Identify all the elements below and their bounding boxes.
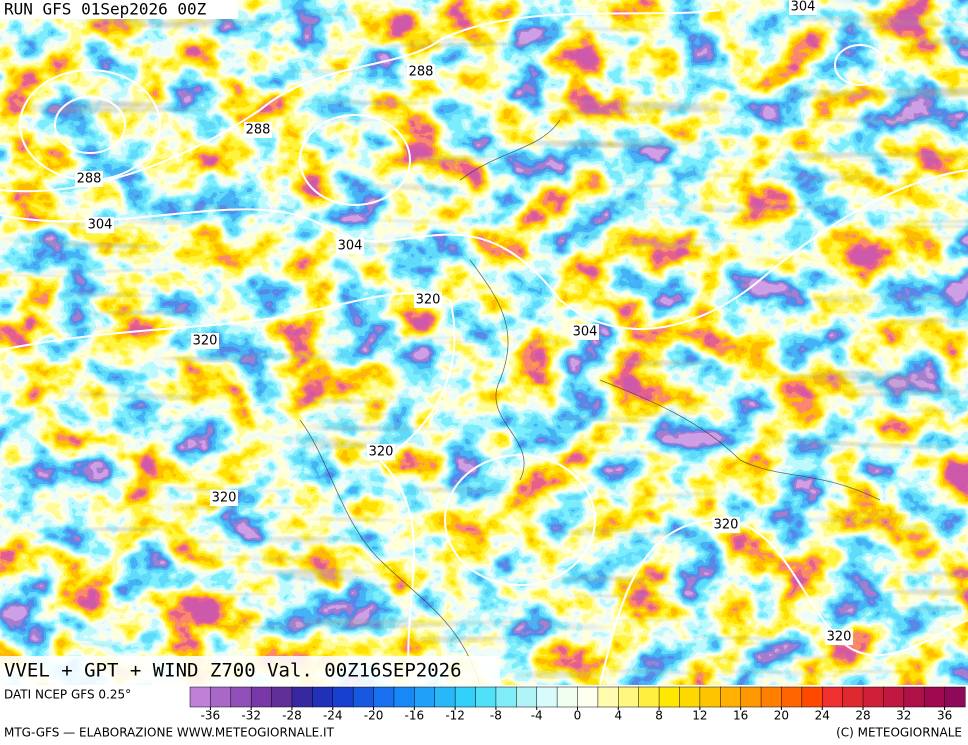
contour-label: 320 (414, 292, 442, 308)
colorbar-swatch (679, 686, 701, 708)
colorbar-swatch (760, 686, 782, 708)
colorbar-swatch (210, 686, 232, 708)
contour-value: 320 (827, 630, 852, 645)
colorbar-swatch (414, 686, 436, 708)
colorbar-swatch (230, 686, 252, 708)
colorbar-swatch (781, 686, 803, 708)
contour-value: 288 (246, 123, 271, 138)
colorbar-swatch (373, 686, 395, 708)
contour-label: 288 (75, 171, 103, 187)
map-area (0, 0, 968, 685)
contour-label: 304 (789, 0, 817, 15)
colorbar-swatch (332, 686, 354, 708)
contour-label: 304 (336, 238, 364, 254)
run-box (0, 0, 238, 19)
contour-value: 320 (369, 445, 394, 460)
colorbar-tick-label: -36 (201, 709, 221, 723)
contour-value: 304 (791, 0, 816, 15)
contour-value: 320 (714, 518, 739, 533)
contour-label: 304 (571, 324, 599, 340)
contour-value: 304 (88, 218, 113, 233)
colorbar-swatch (312, 686, 334, 708)
colorbar-swatch (944, 686, 966, 708)
footer-right: (C) METEOGIORNALE (836, 726, 962, 740)
colorbar-swatch (577, 686, 599, 708)
colorbar-swatch (903, 686, 925, 708)
coastlines (299, 119, 881, 685)
colorbar-swatch (720, 686, 742, 708)
caption-box (0, 656, 500, 685)
colorbar-swatch (189, 686, 211, 708)
colorbar-tick-label: -12 (445, 709, 465, 723)
colorbar-swatch (923, 686, 946, 708)
colorbar-tick-label: -28 (282, 709, 302, 723)
colorbar-tick-label: 20 (774, 709, 789, 723)
colorbar-tick-label: -32 (241, 709, 261, 723)
colorbar-swatch (454, 686, 477, 708)
colorbar-tick-label: -20 (364, 709, 384, 723)
colorbar-tick-label: 28 (855, 709, 870, 723)
contour-label: 320 (210, 490, 238, 506)
colorbar-swatch (291, 686, 313, 708)
colorbar-tick-label: 4 (614, 709, 622, 723)
colorbar-tick-label: 36 (937, 709, 952, 723)
colorbar-swatch (250, 686, 273, 708)
colorbar-tick-label: 16 (733, 709, 748, 723)
contour-value: 288 (409, 65, 434, 80)
colorbar-swatch (821, 686, 844, 708)
contour-value: 320 (193, 334, 218, 349)
contour-value: 304 (338, 239, 363, 254)
colorbar-swatch (883, 686, 905, 708)
run-label: RUN GFS 01Sep2026 00Z (4, 0, 207, 19)
colorbar: -36 -32 -28 -24 -20 -16 -12 -8 -4 0 4 8 12 16 20 24 28 32… (189, 686, 966, 723)
colorbar-swatch (699, 686, 721, 708)
contour-label: 288 (407, 64, 435, 80)
colorbar-tick-label: 12 (692, 709, 707, 723)
geopotential-contours (0, 9, 968, 685)
colorbar-swatch (740, 686, 762, 708)
colorbar-swatch (434, 686, 456, 708)
colorbar-swatch (475, 686, 497, 708)
colorbar-swatch (393, 686, 415, 708)
colorbar-tick-label: 32 (896, 709, 911, 723)
colorbar-tick-label: 24 (815, 709, 830, 723)
contour-label: 320 (191, 333, 219, 349)
colorbar-swatch (842, 686, 864, 708)
data-source: DATI NCEP GFS 0.25° (4, 688, 131, 702)
contour-value: 320 (416, 293, 441, 308)
contour-value: 320 (212, 491, 237, 506)
colorbar-swatch (862, 686, 884, 708)
wind-streamlines (0, 0, 968, 685)
colorbar-swatch (618, 686, 640, 708)
contour-value: 304 (573, 325, 598, 340)
contour-labels: 288 288 288 304 304 304 320 304 320 320 … (75, 0, 853, 645)
colorbar-swatch (495, 686, 517, 708)
contour-label: 320 (825, 629, 853, 645)
contour-label: 304 (86, 217, 114, 233)
contour-label: 288 (244, 122, 272, 138)
colorbar-tick-label: -16 (405, 709, 425, 723)
colorbar-tick-label: -8 (490, 709, 502, 723)
colorbar-tick-label: 0 (574, 709, 582, 723)
colorbar-swatch (556, 686, 579, 708)
colorbar-swatch (352, 686, 375, 708)
colorbar-swatch (801, 686, 823, 708)
colorbar-tick-label: -4 (531, 709, 543, 723)
footer-left: MTG-GFS — ELABORAZIONE WWW.METEOGIORNALE… (4, 726, 335, 740)
contour-value: 288 (77, 172, 102, 187)
colorbar-swatch (516, 686, 538, 708)
colorbar-swatch (658, 686, 681, 708)
colorbar-tick-label: -24 (323, 709, 343, 723)
colorbar-swatch (638, 686, 660, 708)
contour-label: 320 (367, 444, 395, 460)
map-caption: VVEL + GPT + WIND Z700 Val. 00Z16SEP2026 (4, 660, 462, 682)
colorbar-swatch (271, 686, 293, 708)
colorbar-tick-label: 8 (655, 709, 663, 723)
colorbar-swatch (536, 686, 558, 708)
contour-label: 320 (712, 517, 740, 533)
colorbar-swatch (597, 686, 619, 708)
